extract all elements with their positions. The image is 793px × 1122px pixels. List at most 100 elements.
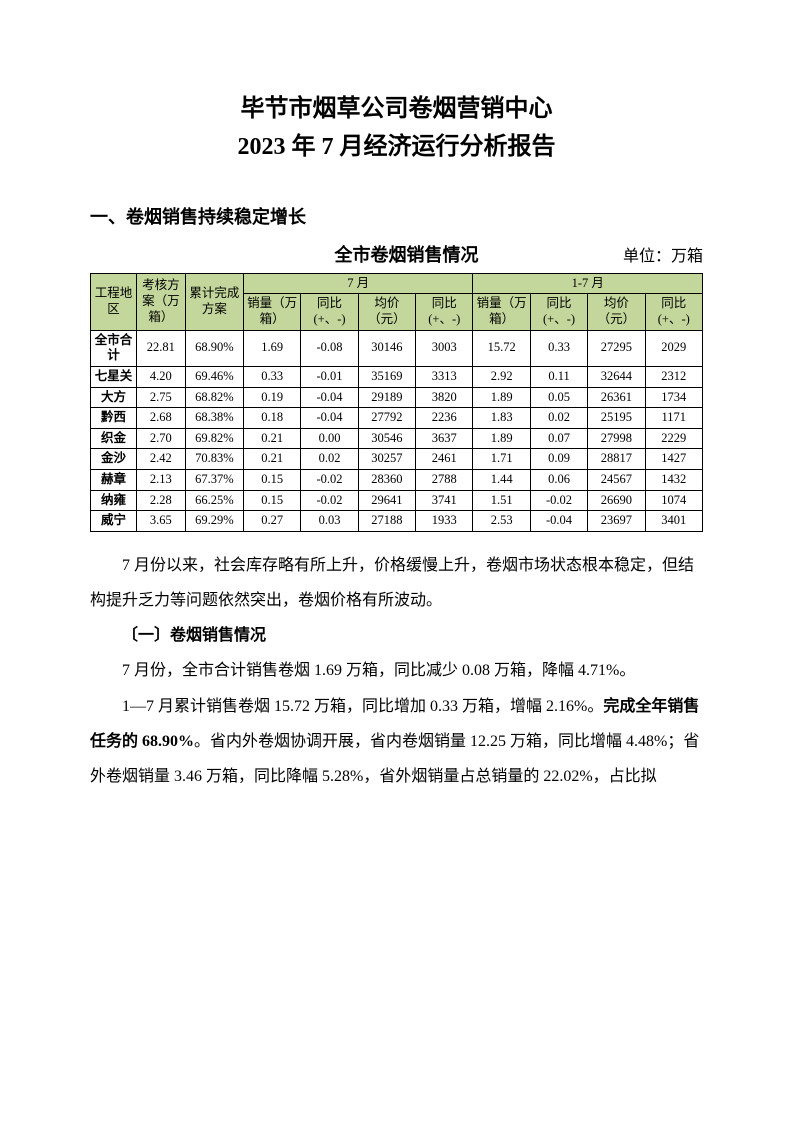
table-row: 金沙2.4270.83%0.210.023025724611.710.09288…	[91, 449, 703, 470]
table-cell: 28360	[358, 470, 415, 491]
table-cell: -0.02	[301, 470, 358, 491]
table-row: 织金2.7069.82%0.210.003054636371.890.07279…	[91, 428, 703, 449]
table-cell: 32644	[588, 366, 645, 387]
th-completion: 累计完成方案	[185, 273, 243, 330]
table-cell: 30257	[358, 449, 415, 470]
table-cell: 0.15	[243, 490, 300, 511]
table-cell: 2.70	[136, 428, 185, 449]
table-cell: 3003	[416, 330, 473, 366]
table-cell: 0.05	[530, 387, 587, 408]
table-cell: 大方	[91, 387, 137, 408]
table-cell: 30546	[358, 428, 415, 449]
section-1-heading: 一、卷烟销售持续稳定增长	[90, 203, 703, 229]
table-cell: 24567	[588, 470, 645, 491]
table-cell: 3313	[416, 366, 473, 387]
table-cell: 0.02	[530, 408, 587, 429]
title-line-2: 2023 年 7 月经济运行分析报告	[90, 128, 703, 166]
table-row: 纳雍2.2866.25%0.15-0.022964137411.51-0.022…	[91, 490, 703, 511]
table-cell: 1.83	[473, 408, 530, 429]
th-y-pyoy: 同比 (+、-)	[645, 294, 702, 330]
table-row: 赫章2.1367.37%0.15-0.022836027881.440.0624…	[91, 470, 703, 491]
table-cell: 1734	[645, 387, 702, 408]
table-cell: 29641	[358, 490, 415, 511]
table-cell: -0.02	[301, 490, 358, 511]
page-title: 毕节市烟草公司卷烟营销中心 2023 年 7 月经济运行分析报告	[90, 90, 703, 167]
table-title: 全市卷烟销售情况	[90, 241, 623, 267]
table-cell: 纳雍	[91, 490, 137, 511]
table-cell: -0.08	[301, 330, 358, 366]
para3-part-a: 1—7 月累计销售卷烟 15.72 万箱，同比增加 0.33 万箱，增幅 2.1…	[122, 698, 603, 715]
table-unit: 单位：万箱	[623, 242, 703, 266]
table-cell: 0.07	[530, 428, 587, 449]
table-cell: 23697	[588, 511, 645, 532]
table-cell: 15.72	[473, 330, 530, 366]
table-title-row: 全市卷烟销售情况 单位：万箱	[90, 241, 703, 267]
table-cell: 26361	[588, 387, 645, 408]
table-cell: 69.82%	[185, 428, 243, 449]
table-cell: 1074	[645, 490, 702, 511]
table-cell: 2.42	[136, 449, 185, 470]
table-cell: 1.89	[473, 428, 530, 449]
table-cell: 1933	[416, 511, 473, 532]
table-cell: 4.20	[136, 366, 185, 387]
table-cell: 2.75	[136, 387, 185, 408]
table-cell: 0.27	[243, 511, 300, 532]
table-row: 全市合计22.8168.90%1.69-0.0830146300315.720.…	[91, 330, 703, 366]
table-cell: 威宁	[91, 511, 137, 532]
table-row: 威宁3.6569.29%0.270.032718819332.53-0.0423…	[91, 511, 703, 532]
table-cell: 0.00	[301, 428, 358, 449]
th-region: 工程地区	[91, 273, 137, 330]
table-cell: 0.21	[243, 428, 300, 449]
table-cell: 29189	[358, 387, 415, 408]
table-cell: 3637	[416, 428, 473, 449]
table-cell: 0.09	[530, 449, 587, 470]
paragraph-2: 7 月份，全市合计销售卷烟 1.69 万箱，同比减少 0.08 万箱，降幅 4.…	[90, 653, 703, 688]
paragraph-1: 7 月份以来，社会库存略有所上升，价格缓慢上升，卷烟市场状态根本稳定，但结构提升…	[90, 548, 703, 618]
table-cell: 1.89	[473, 387, 530, 408]
th-m-sales: 销量（万箱）	[243, 294, 300, 330]
th-ytd: 1-7 月	[473, 273, 703, 294]
table-cell: 1.69	[243, 330, 300, 366]
table-cell: -0.02	[530, 490, 587, 511]
table-cell: 金沙	[91, 449, 137, 470]
table-cell: 2236	[416, 408, 473, 429]
table-cell: 26690	[588, 490, 645, 511]
table-cell: 30146	[358, 330, 415, 366]
table-cell: -0.04	[530, 511, 587, 532]
table-cell: 0.06	[530, 470, 587, 491]
table-cell: 1427	[645, 449, 702, 470]
table-cell: 0.15	[243, 470, 300, 491]
table-cell: 0.02	[301, 449, 358, 470]
table-row: 大方2.7568.82%0.19-0.042918938201.890.0526…	[91, 387, 703, 408]
table-cell: 0.33	[243, 366, 300, 387]
th-y-price: 均价（元）	[588, 294, 645, 330]
table-cell: 0.19	[243, 387, 300, 408]
table-cell: 35169	[358, 366, 415, 387]
table-cell: 2.92	[473, 366, 530, 387]
th-y-sales: 销量（万箱）	[473, 294, 530, 330]
table-cell: 1.51	[473, 490, 530, 511]
table-cell: 3.65	[136, 511, 185, 532]
subsection-1-heading: 〔一〕卷烟销售情况	[90, 618, 703, 653]
table-cell: 1171	[645, 408, 702, 429]
table-cell: 2.53	[473, 511, 530, 532]
table-row: 七星关4.2069.46%0.33-0.013516933132.920.113…	[91, 366, 703, 387]
table-cell: 0.33	[530, 330, 587, 366]
table-cell: 69.29%	[185, 511, 243, 532]
table-cell: 28817	[588, 449, 645, 470]
table-cell: 2.13	[136, 470, 185, 491]
title-line-1: 毕节市烟草公司卷烟营销中心	[90, 90, 703, 128]
table-cell: 3401	[645, 511, 702, 532]
table-cell: 2.28	[136, 490, 185, 511]
table-cell: 2229	[645, 428, 702, 449]
table-row: 黔西2.6868.38%0.18-0.042779222361.830.0225…	[91, 408, 703, 429]
table-cell: 织金	[91, 428, 137, 449]
table-cell: 赫章	[91, 470, 137, 491]
table-cell: 22.81	[136, 330, 185, 366]
table-cell: 68.90%	[185, 330, 243, 366]
table-cell: 2788	[416, 470, 473, 491]
table-cell: 27295	[588, 330, 645, 366]
th-m-pyoy: 同比 (+、-)	[416, 294, 473, 330]
table-cell: 1.44	[473, 470, 530, 491]
table-cell: 69.46%	[185, 366, 243, 387]
